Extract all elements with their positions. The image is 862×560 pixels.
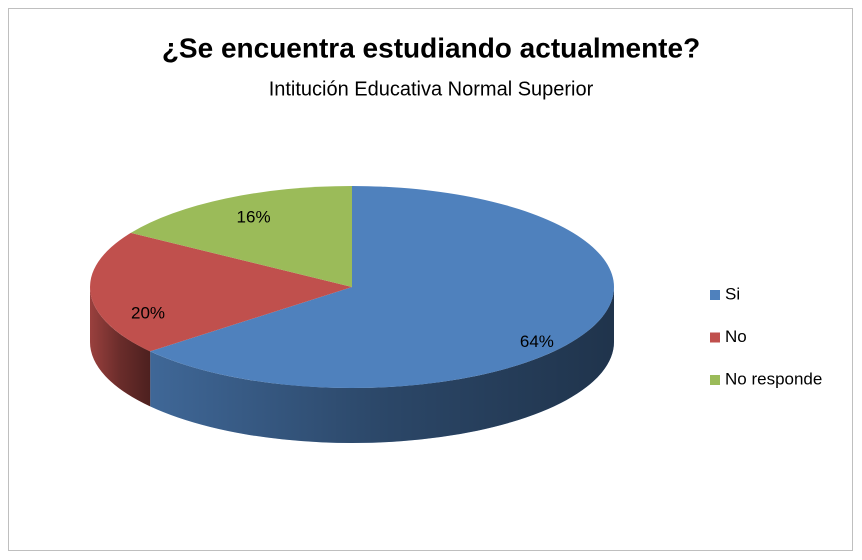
legend-label: No responde: [725, 369, 822, 388]
legend-label: Si: [725, 284, 740, 303]
pie-slice: [150, 186, 614, 388]
legend-swatch: [710, 375, 720, 385]
data-label: 16%: [237, 207, 271, 226]
legend-swatch: [710, 332, 720, 343]
data-label: 20%: [131, 303, 165, 322]
data-label: 64%: [520, 332, 554, 351]
pie-slice: [130, 186, 352, 287]
legend-label: No: [725, 327, 747, 346]
pie-side-shade: [90, 287, 151, 407]
chart-title: ¿Se encuentra estudiando actualmente?: [162, 32, 700, 63]
legend-swatch: [710, 290, 720, 300]
pie-slice: [89, 232, 352, 352]
pie-side-shade: [150, 287, 614, 443]
chart-subtitle: Intitución Educativa Normal Superior: [269, 78, 594, 100]
